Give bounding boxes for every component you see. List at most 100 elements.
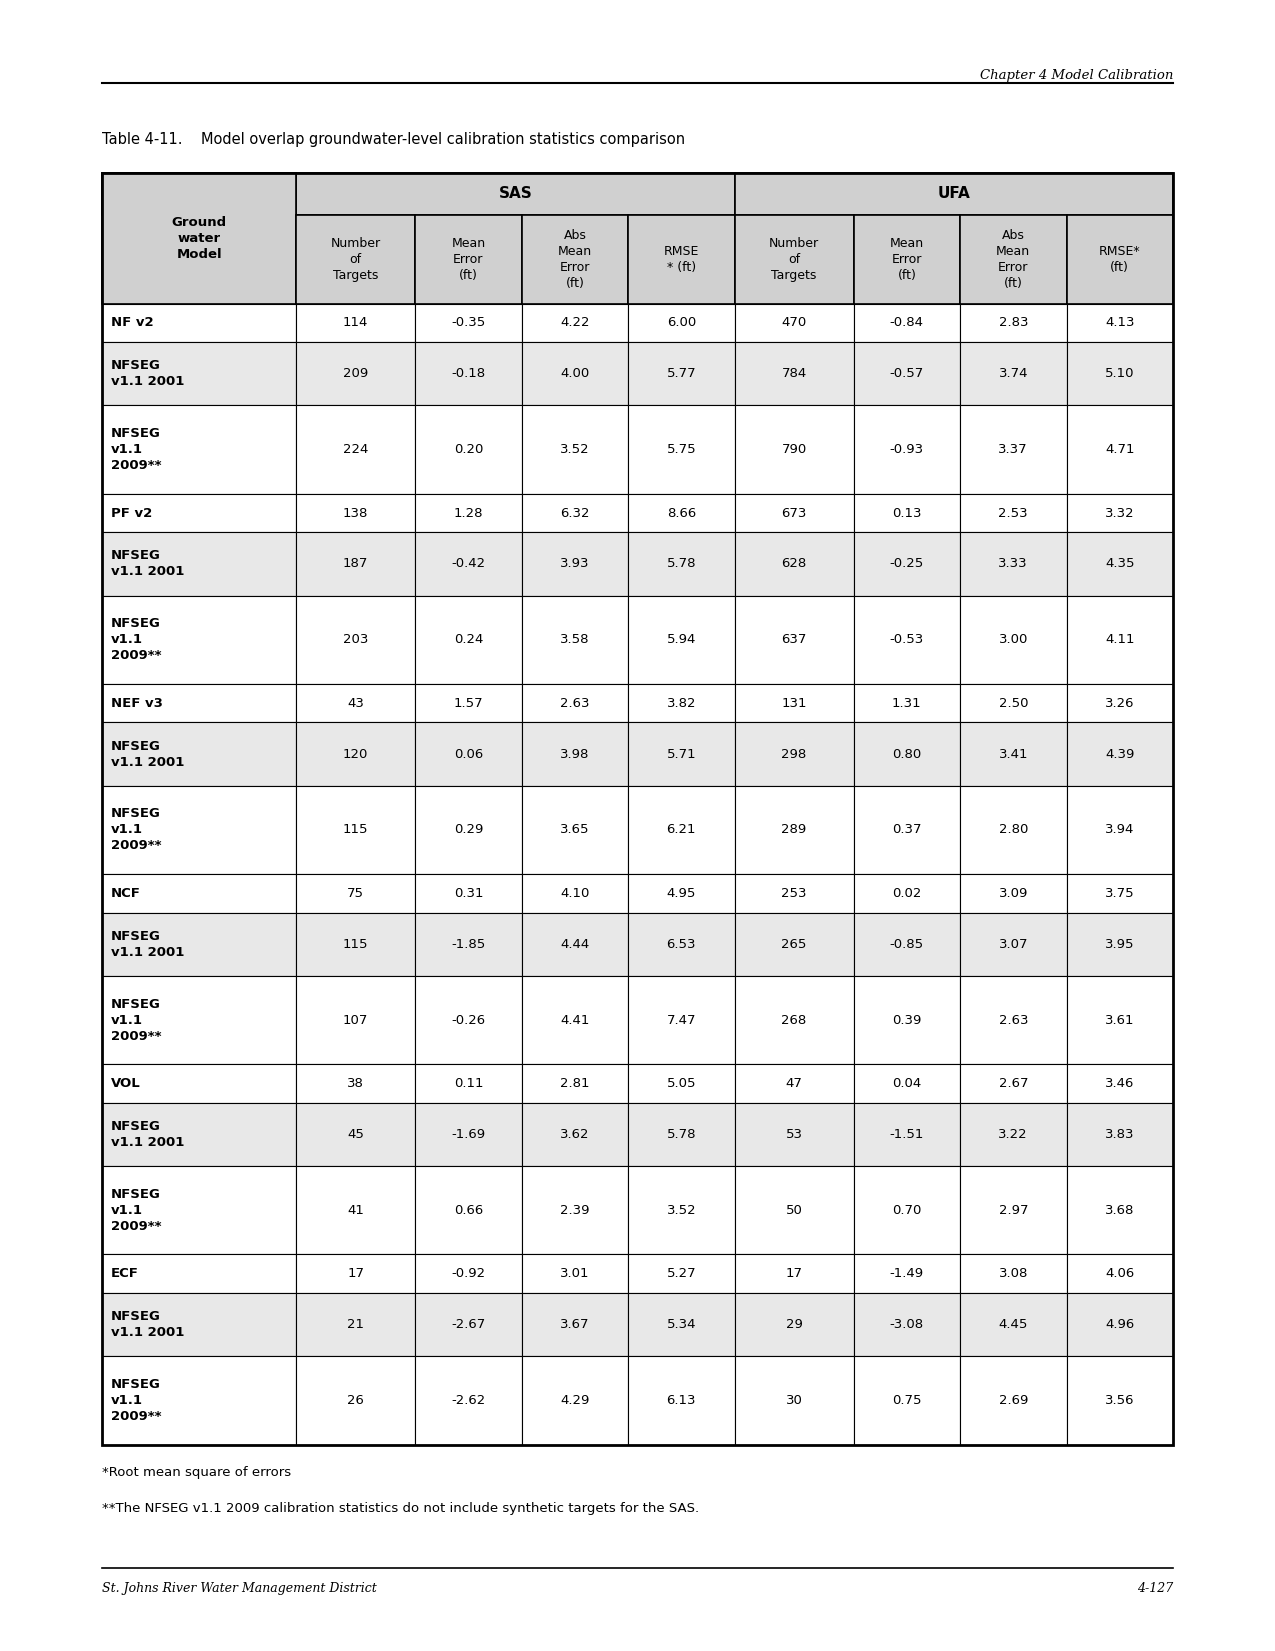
Text: 0.11: 0.11 bbox=[454, 1076, 483, 1090]
Text: -3.08: -3.08 bbox=[890, 1317, 924, 1331]
Text: SAS: SAS bbox=[499, 187, 532, 201]
Text: 3.68: 3.68 bbox=[1105, 1204, 1135, 1217]
Text: 75: 75 bbox=[347, 887, 365, 900]
Text: 3.94: 3.94 bbox=[1105, 824, 1135, 837]
Text: 187: 187 bbox=[343, 558, 368, 571]
Text: *Root mean square of errors: *Root mean square of errors bbox=[102, 1466, 291, 1479]
Text: 3.93: 3.93 bbox=[560, 558, 589, 571]
Text: 3.58: 3.58 bbox=[560, 634, 589, 646]
Text: 3.62: 3.62 bbox=[560, 1128, 589, 1141]
Text: -1.69: -1.69 bbox=[451, 1128, 486, 1141]
Text: 4.22: 4.22 bbox=[560, 317, 589, 330]
Text: ECF: ECF bbox=[111, 1268, 139, 1280]
Text: 3.33: 3.33 bbox=[998, 558, 1028, 571]
Text: NFSEG
v1.1
2009**: NFSEG v1.1 2009** bbox=[111, 617, 162, 662]
Text: 0.37: 0.37 bbox=[892, 824, 922, 837]
Text: 115: 115 bbox=[343, 938, 368, 951]
Text: 0.04: 0.04 bbox=[892, 1076, 922, 1090]
Text: 1.57: 1.57 bbox=[454, 697, 483, 710]
Text: 3.26: 3.26 bbox=[1105, 697, 1135, 710]
Text: 3.95: 3.95 bbox=[1105, 938, 1135, 951]
Text: 3.32: 3.32 bbox=[1105, 507, 1135, 520]
Text: 0.24: 0.24 bbox=[454, 634, 483, 646]
Text: 0.31: 0.31 bbox=[454, 887, 483, 900]
Text: 4-127: 4-127 bbox=[1137, 1582, 1173, 1595]
Text: 6.21: 6.21 bbox=[667, 824, 696, 837]
Text: 29: 29 bbox=[785, 1317, 802, 1331]
Text: 4.29: 4.29 bbox=[560, 1393, 589, 1407]
Text: 203: 203 bbox=[343, 634, 368, 646]
Text: NFSEG
v1.1
2009**: NFSEG v1.1 2009** bbox=[111, 1379, 162, 1423]
Text: 38: 38 bbox=[347, 1076, 365, 1090]
Text: 3.37: 3.37 bbox=[998, 442, 1028, 456]
Text: NF v2: NF v2 bbox=[111, 317, 153, 330]
Text: 3.98: 3.98 bbox=[560, 748, 589, 761]
Text: 3.74: 3.74 bbox=[998, 367, 1028, 380]
Text: 5.27: 5.27 bbox=[667, 1268, 696, 1280]
Text: -1.85: -1.85 bbox=[451, 938, 486, 951]
Text: 6.00: 6.00 bbox=[667, 317, 696, 330]
Text: 53: 53 bbox=[785, 1128, 802, 1141]
Text: 50: 50 bbox=[785, 1204, 802, 1217]
Text: 2.69: 2.69 bbox=[998, 1393, 1028, 1407]
Text: VOL: VOL bbox=[111, 1076, 140, 1090]
Text: 3.01: 3.01 bbox=[560, 1268, 589, 1280]
Text: St. Johns River Water Management District: St. Johns River Water Management Distric… bbox=[102, 1582, 376, 1595]
Text: 131: 131 bbox=[782, 697, 807, 710]
Text: 0.70: 0.70 bbox=[892, 1204, 922, 1217]
Text: 115: 115 bbox=[343, 824, 368, 837]
Text: 138: 138 bbox=[343, 507, 368, 520]
Text: 784: 784 bbox=[782, 367, 807, 380]
Text: 2.67: 2.67 bbox=[998, 1076, 1028, 1090]
Text: Abs
Mean
Error
(ft): Abs Mean Error (ft) bbox=[996, 228, 1030, 289]
Text: 1.31: 1.31 bbox=[892, 697, 922, 710]
Text: NFSEG
v1.1 2001: NFSEG v1.1 2001 bbox=[111, 550, 185, 578]
Text: 4.06: 4.06 bbox=[1105, 1268, 1135, 1280]
Text: 790: 790 bbox=[782, 442, 807, 456]
Text: 3.82: 3.82 bbox=[667, 697, 696, 710]
Text: NFSEG
v1.1 2001: NFSEG v1.1 2001 bbox=[111, 360, 185, 388]
Text: 0.75: 0.75 bbox=[892, 1393, 922, 1407]
Text: 5.77: 5.77 bbox=[667, 367, 696, 380]
Text: NFSEG
v1.1 2001: NFSEG v1.1 2001 bbox=[111, 1311, 185, 1339]
Text: NFSEG
v1.1
2009**: NFSEG v1.1 2009** bbox=[111, 1187, 162, 1233]
Text: 289: 289 bbox=[782, 824, 807, 837]
Text: 3.07: 3.07 bbox=[998, 938, 1028, 951]
Text: 8.66: 8.66 bbox=[667, 507, 696, 520]
Text: 4.13: 4.13 bbox=[1105, 317, 1135, 330]
Text: 4.41: 4.41 bbox=[560, 1014, 589, 1027]
Text: Ground
water
Model: Ground water Model bbox=[172, 216, 227, 261]
Text: NFSEG
v1.1
2009**: NFSEG v1.1 2009** bbox=[111, 807, 162, 852]
Text: -0.18: -0.18 bbox=[451, 367, 486, 380]
Text: 628: 628 bbox=[782, 558, 807, 571]
Text: -0.84: -0.84 bbox=[890, 317, 924, 330]
Text: 0.80: 0.80 bbox=[892, 748, 922, 761]
Text: 0.02: 0.02 bbox=[892, 887, 922, 900]
Text: 2.63: 2.63 bbox=[560, 697, 589, 710]
Text: 2.50: 2.50 bbox=[998, 697, 1028, 710]
Text: 3.41: 3.41 bbox=[998, 748, 1028, 761]
Text: 298: 298 bbox=[782, 748, 807, 761]
Text: 268: 268 bbox=[782, 1014, 807, 1027]
Text: 4.95: 4.95 bbox=[667, 887, 696, 900]
Text: 0.13: 0.13 bbox=[892, 507, 922, 520]
Text: -1.49: -1.49 bbox=[890, 1268, 924, 1280]
Text: RMSE
* (ft): RMSE * (ft) bbox=[664, 244, 699, 274]
Text: 5.78: 5.78 bbox=[667, 558, 696, 571]
Text: -0.57: -0.57 bbox=[890, 367, 924, 380]
Text: 2.80: 2.80 bbox=[998, 824, 1028, 837]
Text: 2.53: 2.53 bbox=[998, 507, 1028, 520]
Text: 3.83: 3.83 bbox=[1105, 1128, 1135, 1141]
Text: 3.52: 3.52 bbox=[667, 1204, 696, 1217]
Text: 637: 637 bbox=[782, 634, 807, 646]
Text: 3.61: 3.61 bbox=[1105, 1014, 1135, 1027]
Text: 0.29: 0.29 bbox=[454, 824, 483, 837]
Text: 43: 43 bbox=[347, 697, 365, 710]
Text: 107: 107 bbox=[343, 1014, 368, 1027]
Text: 114: 114 bbox=[343, 317, 368, 330]
Text: Number
of
Targets: Number of Targets bbox=[330, 236, 381, 282]
Text: 4.44: 4.44 bbox=[560, 938, 589, 951]
Text: 3.22: 3.22 bbox=[998, 1128, 1028, 1141]
Text: 0.06: 0.06 bbox=[454, 748, 483, 761]
Text: 6.53: 6.53 bbox=[667, 938, 696, 951]
